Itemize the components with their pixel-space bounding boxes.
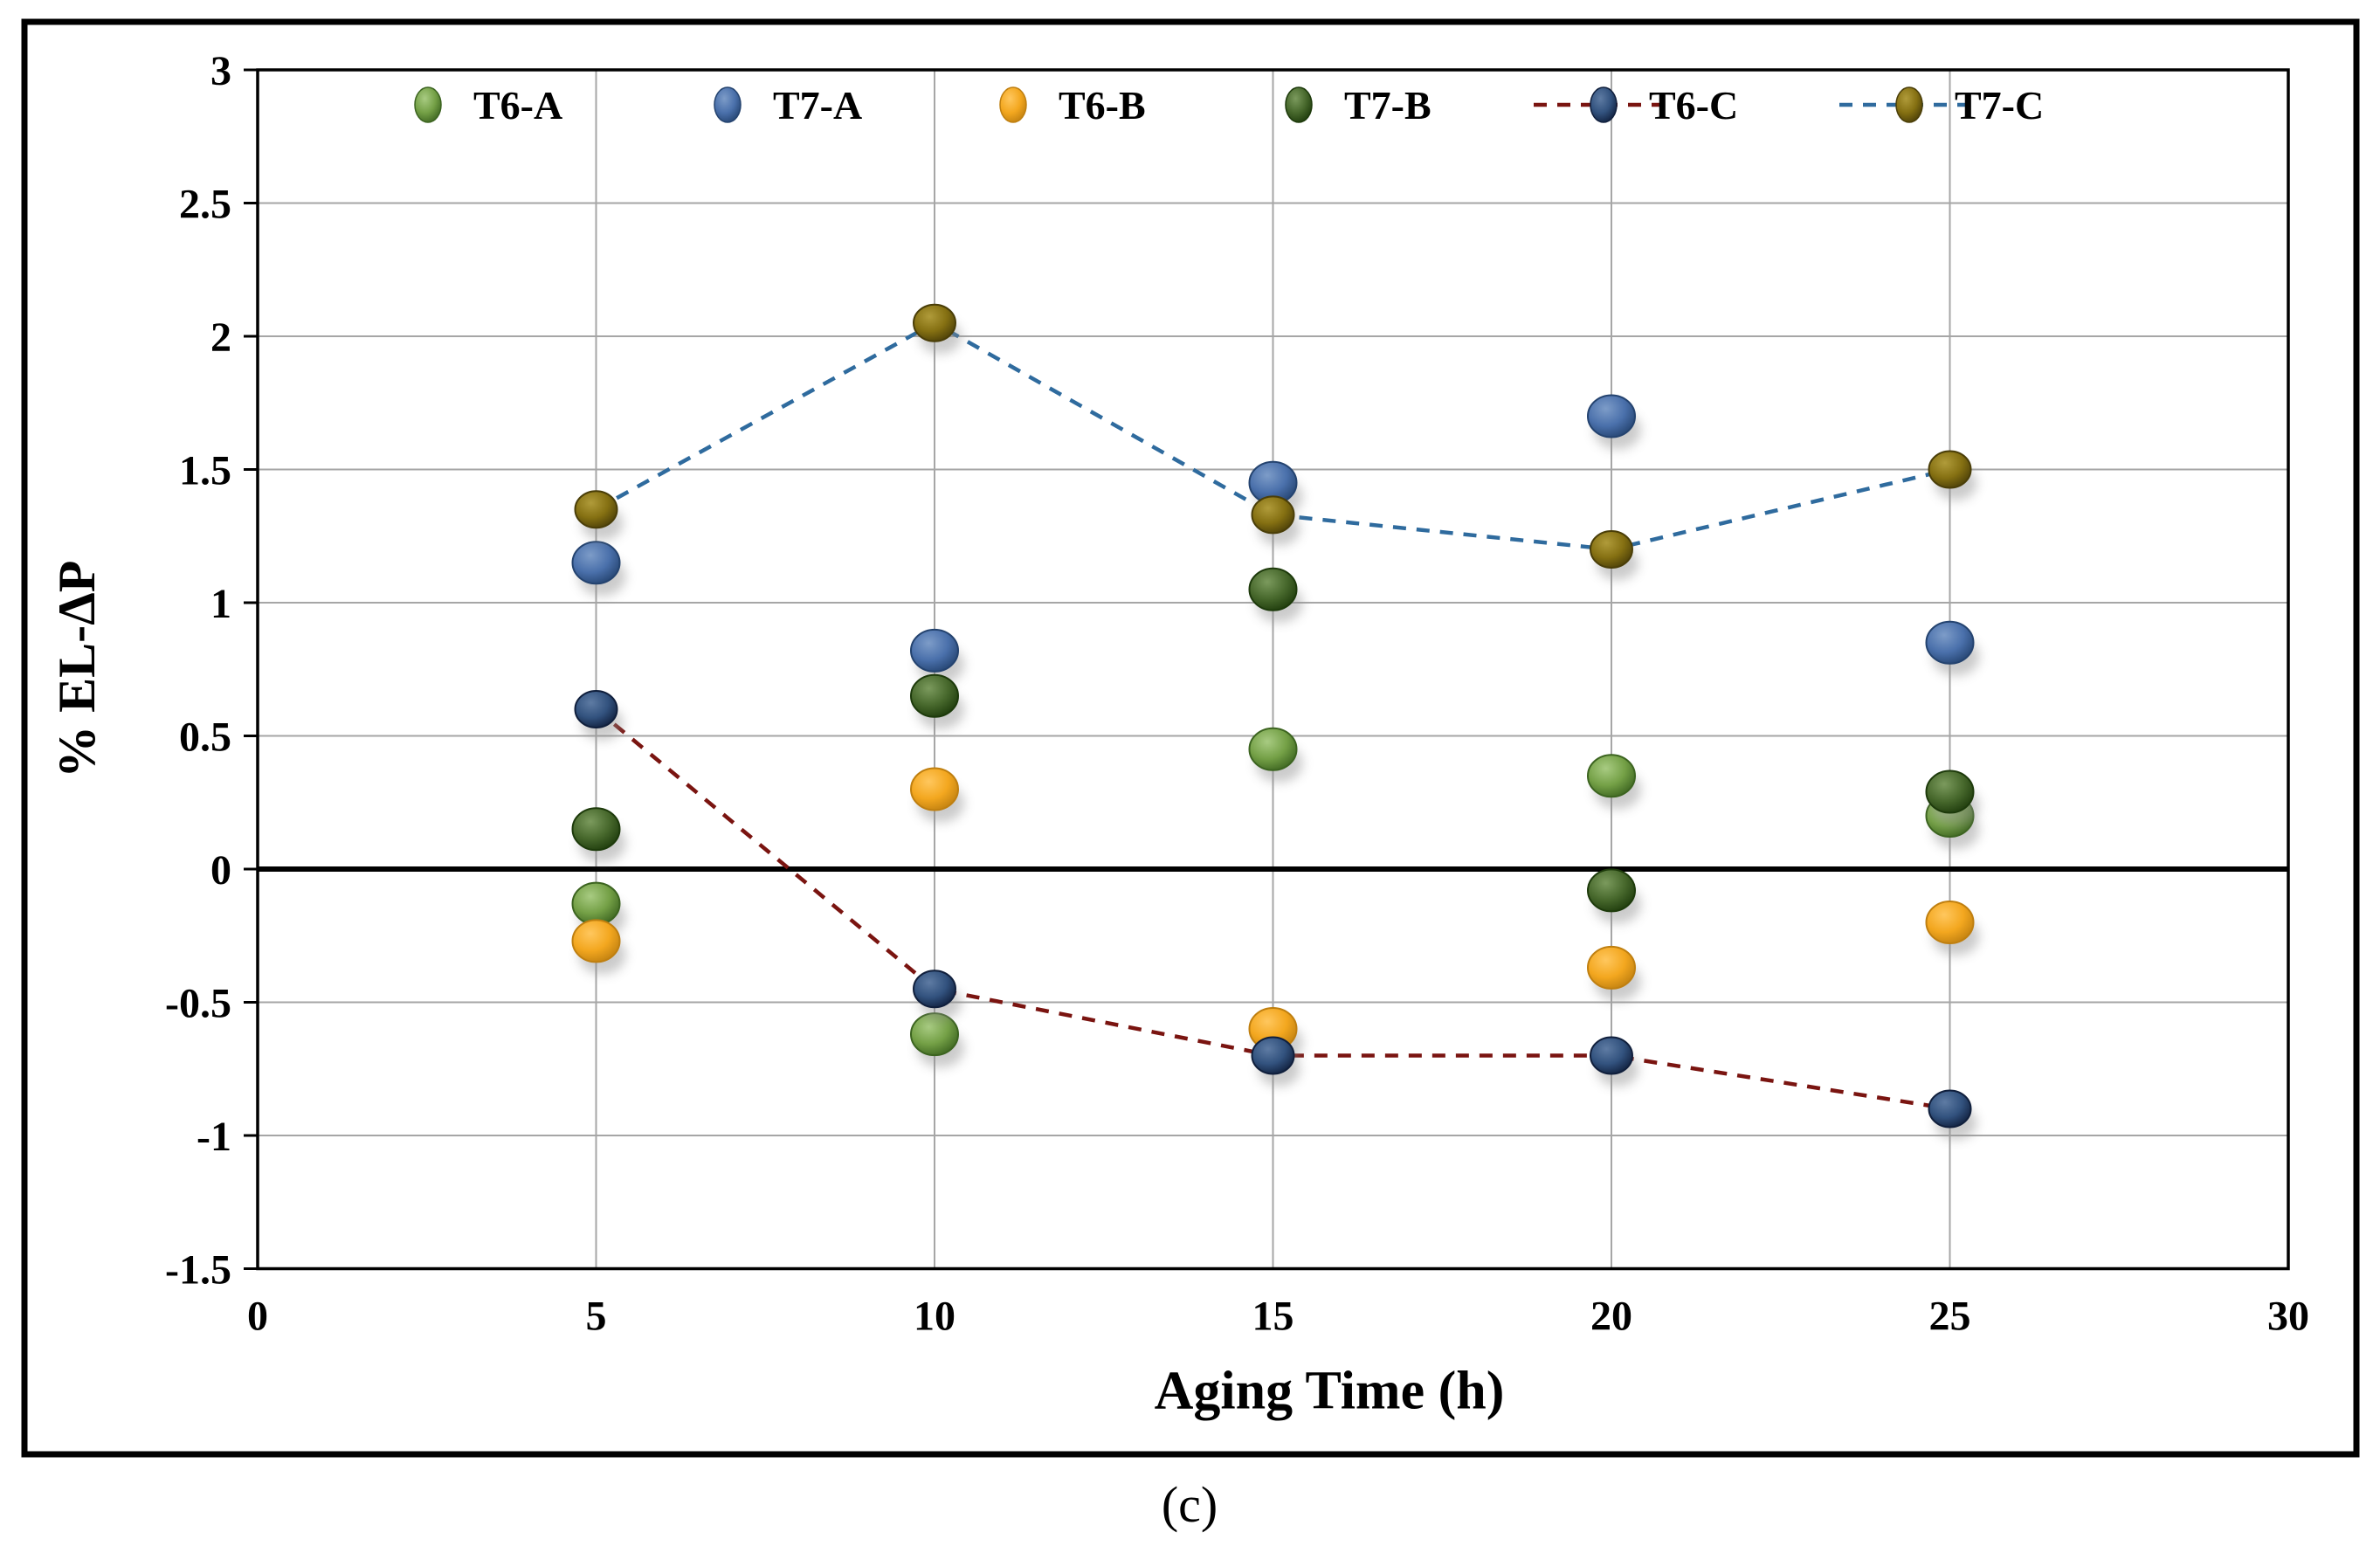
series-point-T6-C [1590, 1036, 1633, 1075]
series-point-T6-A [571, 881, 621, 926]
series-point-T6-A [1587, 754, 1636, 798]
legend-marker-T7-C [1895, 86, 1923, 123]
legend-marker-T6-B [999, 86, 1027, 123]
figure-frame [21, 18, 2360, 1458]
series-point-T7-B [571, 807, 621, 852]
legend-label-T7-C: T7-C [1955, 83, 2044, 128]
x-axis-title: Aging Time (h) [1155, 1362, 1505, 1421]
x-tick-label: 0 [247, 1294, 268, 1340]
series-point-T6-C [1928, 1089, 1972, 1128]
series-point-T6-C [1251, 1036, 1295, 1075]
x-tick-label: 10 [914, 1294, 955, 1340]
legend-marker-T7-A [714, 86, 742, 123]
legend-label-T6-C: T6-C [1649, 83, 1738, 128]
series-point-T6-B [571, 919, 621, 963]
plot-border [256, 68, 2290, 1271]
series-point-T6-A [1248, 727, 1298, 771]
x-tick-label: 30 [2267, 1294, 2309, 1340]
series-point-T7-B [1587, 868, 1636, 913]
series-point-T7-B [1925, 770, 1975, 814]
series-point-T7-C [1590, 530, 1633, 569]
y-tick-label: 1.5 [179, 448, 231, 494]
x-tick-label: 20 [1590, 1294, 1632, 1340]
legend-marker-T6-A [414, 86, 442, 123]
legend-label-T7-B: T7-B [1344, 83, 1431, 128]
series-point-T6-B [1587, 945, 1636, 990]
figure-caption: (c) [1162, 1476, 1218, 1533]
y-tick-label: 1 [210, 581, 231, 627]
legend-marker-T7-B [1285, 86, 1313, 123]
legend-label-T7-A: T7-A [773, 83, 862, 128]
series-point-T6-B [1925, 901, 1975, 944]
x-tick-label: 25 [1929, 1294, 1971, 1340]
y-tick-label: 3 [210, 48, 231, 94]
series-line-T7-C [595, 321, 1951, 552]
series-point-T6-B [910, 767, 959, 811]
y-tick-label: 2.5 [179, 182, 231, 228]
series-point-T7-B [1248, 567, 1298, 611]
series-point-T6-C [913, 970, 956, 1009]
series-point-T7-B [910, 673, 959, 718]
series-point-T7-A [571, 541, 621, 585]
x-tick-label: 15 [1252, 1294, 1294, 1340]
y-tick-label: -1.5 [165, 1247, 231, 1294]
series-point-T6-A [910, 1012, 959, 1057]
legend-marker-T6-C [1590, 86, 1618, 123]
y-tick-label: 0 [210, 847, 231, 894]
series-point-T7-C [1928, 450, 1972, 489]
series-point-T7-A [1925, 620, 1975, 665]
legend-label-T6-B: T6-B [1059, 83, 1146, 128]
series-point-T7-A [1587, 394, 1636, 438]
series-point-T7-C [913, 303, 956, 342]
y-tick-label: -1 [197, 1114, 231, 1160]
y-axis-title: % EL-ΔP [48, 561, 106, 778]
y-tick-label: 2 [210, 314, 231, 361]
y-tick-label: 0.5 [179, 714, 231, 761]
series-point-T6-C [574, 690, 618, 728]
y-tick-label: -0.5 [165, 981, 231, 1027]
legend-label-T6-A: T6-A [473, 83, 562, 128]
x-tick-label: 5 [586, 1294, 607, 1340]
series-point-T7-C [1251, 495, 1295, 535]
series-point-T7-A [910, 628, 959, 673]
series-point-T7-C [574, 490, 618, 529]
